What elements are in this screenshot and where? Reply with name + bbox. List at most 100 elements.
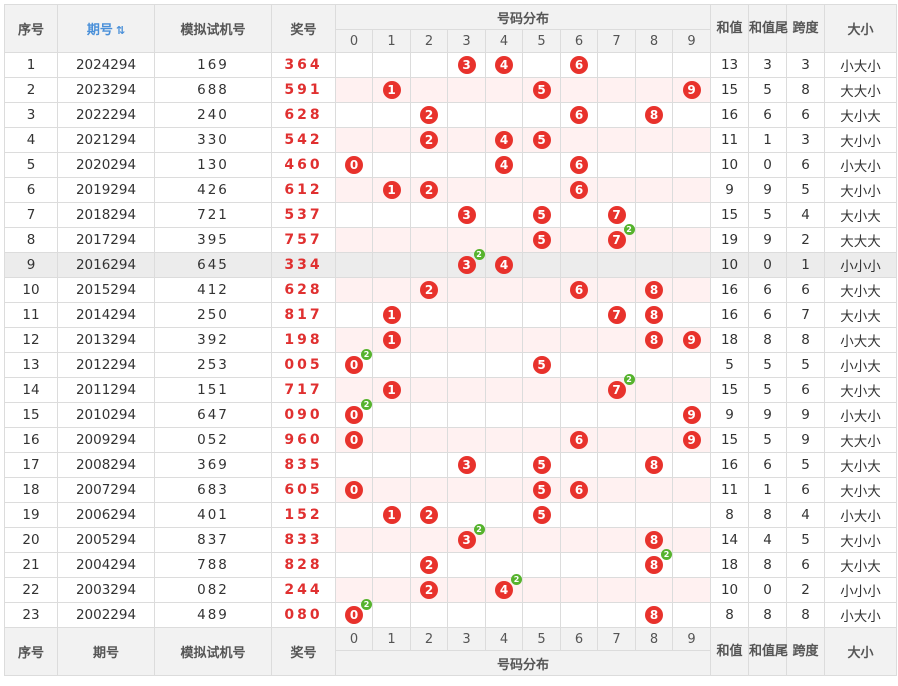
cell-digit-2 (410, 527, 448, 553)
table-row[interactable]: 21 2004294 788 828 2 8 2 18 8 6 大小大 (4, 549, 898, 578)
cell-digit-5 (522, 152, 561, 178)
cell-digit-8: 8 (635, 527, 673, 553)
cell-digit-3 (447, 402, 486, 428)
cell-digit-4 (485, 227, 523, 253)
cell-win: 628 (271, 102, 336, 128)
cell-size: 大大大 (824, 227, 898, 253)
number-ball: 1 (382, 306, 401, 324)
cell-sumtail: 0 (748, 252, 788, 278)
cell-seq: 2 (4, 77, 58, 103)
cell-sim: 151 (154, 377, 272, 403)
cell-sumtail: 8 (748, 602, 788, 628)
cell-win: 835 (271, 452, 336, 478)
number-ball: 5 (532, 456, 551, 474)
table-row[interactable]: 20 2005294 837 833 3 2 8 14 4 5 大小小 (4, 524, 898, 553)
cell-digit-4: 4 (485, 152, 523, 178)
cell-digit-9 (671, 577, 712, 603)
table-row[interactable]: 6 2019294 426 612 1 2 6 9 9 5 大小小 (4, 177, 898, 203)
table-row[interactable]: 15 2010294 647 090 0 2 9 9 9 9 小大小 (4, 399, 898, 428)
cell-digit-9 (671, 277, 712, 303)
repeat-count-badge: 2 (623, 374, 635, 385)
table-row[interactable]: 7 2018294 721 537 3 5 7 15 5 4 大小大 (4, 202, 898, 228)
table-row[interactable]: 8 2017294 395 757 5 7 2 19 9 2 大大大 (4, 224, 898, 253)
cell-digit-0 (335, 227, 373, 253)
cell-digit-7 (597, 152, 636, 178)
cell-sum: 5 (710, 352, 750, 378)
cell-sum: 8 (710, 502, 750, 528)
cell-digit-8: 8 (635, 452, 673, 478)
cell-digit-7 (597, 452, 636, 478)
table-row[interactable]: 23 2002294 489 080 0 2 8 8 8 8 小大小 (4, 599, 898, 628)
table-row[interactable]: 18 2007294 683 605 0 5 6 11 1 6 大小大 (4, 477, 898, 503)
repeat-count-badge: 2 (361, 349, 372, 360)
cell-size: 大小大 (824, 377, 898, 403)
cell-digit-8: 8 (635, 327, 673, 353)
cell-span: 5 (786, 177, 826, 203)
table-row[interactable]: 12 2013294 392 198 1 8 9 18 8 8 小大大 (4, 327, 898, 353)
table-row[interactable]: 16 2009294 052 960 0 6 9 15 5 9 大大小 (4, 427, 898, 453)
table-row[interactable]: 4 2021294 330 542 2 4 5 11 1 3 大小小 (4, 127, 898, 153)
cell-digit-4 (485, 77, 523, 103)
cell-digit-8: 8 (635, 277, 673, 303)
header-period-sortable[interactable]: 期号 ⇅ (57, 4, 155, 53)
cell-sumtail: 8 (748, 502, 788, 528)
cell-digit-8 (635, 127, 673, 153)
table-row[interactable]: 3 2022294 240 628 2 6 8 16 6 6 大小大 (4, 102, 898, 128)
cell-seq: 19 (4, 502, 58, 528)
number-ball: 5 (532, 81, 551, 99)
cell-digit-4 (485, 277, 523, 303)
cell-digit-7 (597, 177, 636, 203)
cell-digit-0 (335, 527, 373, 553)
cell-digit-6 (560, 452, 598, 478)
cell-sim: 240 (154, 102, 272, 128)
table-row[interactable]: 2 2023294 688 591 1 5 9 15 5 8 大大小 (4, 77, 898, 103)
table-row[interactable]: 22 2003294 082 244 2 4 2 10 0 2 小小小 (4, 574, 898, 603)
cell-sim: 683 (154, 477, 272, 503)
cell-digit-7 (597, 77, 636, 103)
cell-seq: 10 (4, 277, 58, 303)
header-digit-3: 3 (447, 29, 486, 53)
cell-span: 5 (786, 352, 826, 378)
footer-sum: 和值 (710, 627, 750, 676)
number-ball: 0 (345, 431, 363, 449)
cell-sumtail: 6 (748, 102, 788, 128)
cell-digit-2 (410, 227, 448, 253)
table-row[interactable]: 9 2016294 645 334 3 2 4 10 0 1 小小小 (4, 249, 898, 278)
header-span: 跨度 (786, 4, 826, 53)
table-row[interactable]: 19 2006294 401 152 1 2 5 8 8 4 小大小 (4, 502, 898, 528)
footer-seq: 序号 (4, 627, 58, 676)
table-row[interactable]: 1 2024294 169 364 3 4 6 13 3 3 小大小 (4, 52, 898, 78)
cell-period: 2020294 (57, 152, 155, 178)
table-row[interactable]: 13 2012294 253 005 0 2 5 5 5 5 小小大 (4, 349, 898, 378)
cell-digit-1: 1 (372, 177, 411, 203)
cell-seq: 14 (4, 377, 58, 403)
cell-win: 542 (271, 127, 336, 153)
table-row[interactable]: 10 2015294 412 628 2 6 8 16 6 6 大小大 (4, 277, 898, 303)
cell-digit-1: 1 (372, 77, 411, 103)
number-ball: 1 (382, 331, 401, 349)
table-row[interactable]: 14 2011294 151 717 1 7 2 15 5 6 大小大 (4, 374, 898, 403)
cell-win: 460 (271, 152, 336, 178)
cell-win: 080 (271, 602, 336, 628)
number-ball: 0 (345, 481, 363, 499)
number-ball: 8 (645, 331, 663, 349)
sort-icon[interactable]: ⇅ (115, 24, 126, 37)
header-digit-2: 2 (410, 29, 448, 53)
cell-digit-6 (560, 302, 598, 328)
cell-sumtail: 9 (748, 402, 788, 428)
table-row[interactable]: 11 2014294 250 817 1 7 8 16 6 7 大小大 (4, 302, 898, 328)
cell-seq: 16 (4, 427, 58, 453)
cell-size: 小大小 (824, 402, 898, 428)
cell-sumtail: 3 (748, 52, 788, 78)
header-digit-8: 8 (635, 29, 673, 53)
cell-digit-8 (635, 227, 673, 253)
cell-span: 6 (786, 377, 826, 403)
table-row[interactable]: 17 2008294 369 835 3 5 8 16 6 5 大小大 (4, 452, 898, 478)
cell-digit-9 (671, 302, 712, 328)
cell-sum: 13 (710, 52, 750, 78)
table-row[interactable]: 5 2020294 130 460 0 4 6 10 0 6 小大小 (4, 152, 898, 178)
cell-digit-4: 4 (485, 52, 523, 78)
footer-digit-1: 1 (372, 627, 411, 651)
